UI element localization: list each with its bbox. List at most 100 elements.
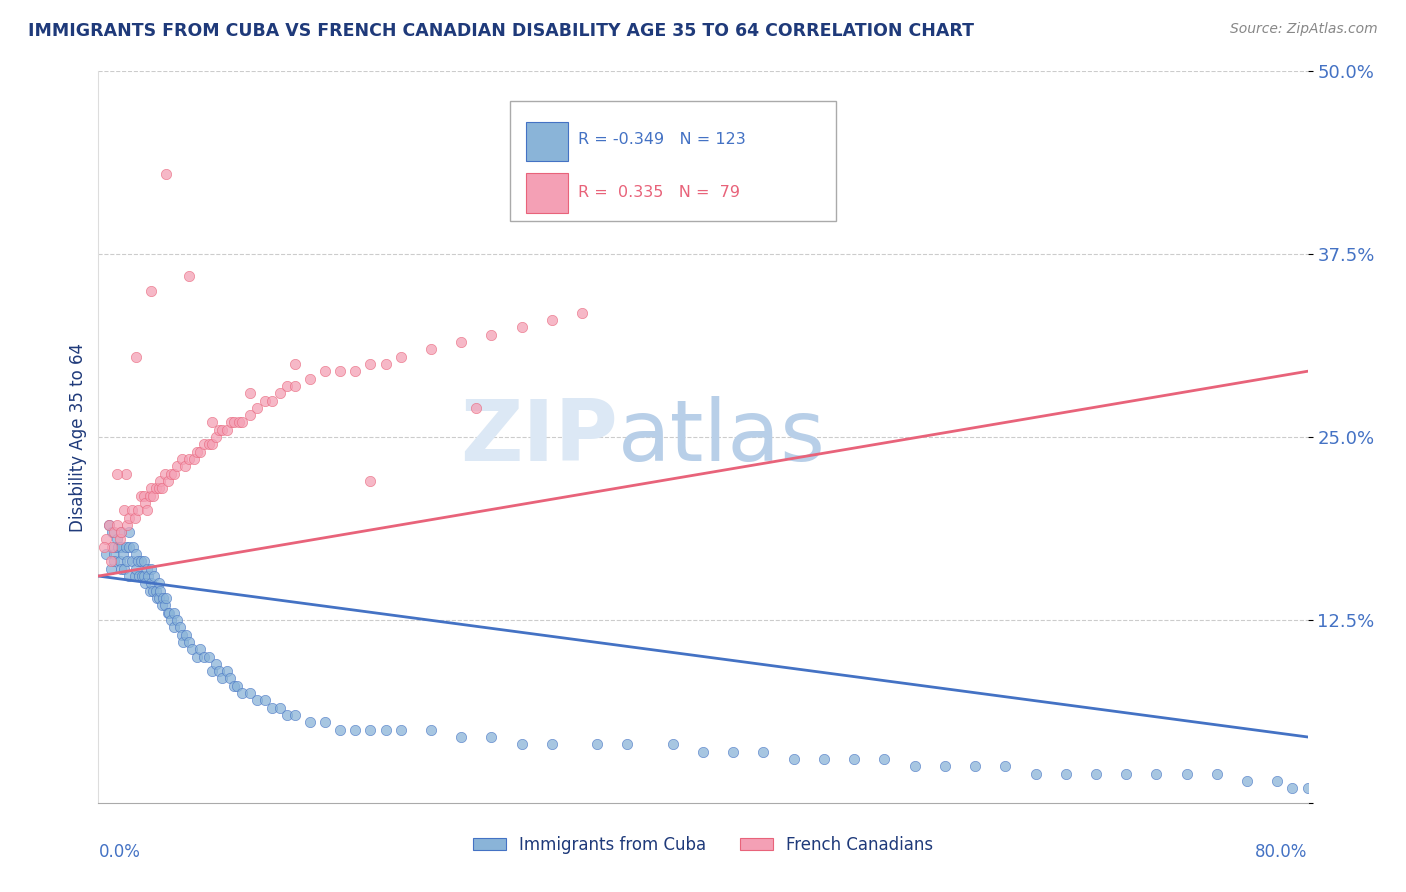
Point xyxy=(219,672,242,686)
Point xyxy=(103,540,125,554)
Point xyxy=(124,510,146,524)
Point xyxy=(540,737,562,751)
Point xyxy=(166,459,188,474)
Point xyxy=(135,503,157,517)
Point xyxy=(344,364,367,378)
Point xyxy=(450,334,472,349)
Point xyxy=(221,416,243,430)
Point xyxy=(107,540,129,554)
Point xyxy=(188,642,211,657)
Point xyxy=(205,657,228,671)
Point xyxy=(141,562,163,576)
Point xyxy=(145,583,167,598)
Point xyxy=(481,327,503,342)
Point xyxy=(132,554,155,568)
Point xyxy=(228,416,250,430)
Point xyxy=(172,635,194,649)
Point xyxy=(118,569,141,583)
Point xyxy=(314,715,336,730)
Point xyxy=(374,357,396,371)
Point xyxy=(125,547,148,561)
Point xyxy=(125,562,148,576)
Point xyxy=(201,664,224,678)
Legend: Immigrants from Cuba, French Canadians: Immigrants from Cuba, French Canadians xyxy=(465,829,941,860)
Point xyxy=(160,467,183,481)
Point xyxy=(132,569,155,583)
Point xyxy=(129,554,152,568)
Point xyxy=(314,364,336,378)
Point xyxy=(142,583,165,598)
Point xyxy=(166,613,188,627)
Point xyxy=(329,364,352,378)
Point xyxy=(115,554,138,568)
Point xyxy=(1024,766,1046,780)
Point xyxy=(110,562,132,576)
Point xyxy=(752,745,775,759)
Point xyxy=(174,627,197,641)
Point xyxy=(208,423,231,437)
Point xyxy=(329,723,352,737)
Point xyxy=(965,759,987,773)
Point xyxy=(150,481,173,495)
Point xyxy=(179,452,201,467)
Point xyxy=(156,606,179,620)
Point xyxy=(783,752,806,766)
Point xyxy=(173,459,195,474)
Point xyxy=(101,525,124,540)
Point xyxy=(481,730,503,744)
Point xyxy=(231,686,253,700)
Point xyxy=(994,759,1017,773)
Point xyxy=(152,591,174,605)
Point xyxy=(114,540,136,554)
Point xyxy=(284,708,307,723)
Point xyxy=(141,481,163,495)
Point xyxy=(134,496,156,510)
Point xyxy=(98,517,121,532)
Point xyxy=(616,737,638,751)
Text: Source: ZipAtlas.com: Source: ZipAtlas.com xyxy=(1230,22,1378,37)
Point xyxy=(101,540,124,554)
Point xyxy=(205,430,228,444)
Point xyxy=(148,576,170,591)
Point xyxy=(156,474,179,488)
Point xyxy=(262,393,284,408)
Point xyxy=(103,525,125,540)
Point xyxy=(93,540,115,554)
Point xyxy=(127,554,149,568)
Point xyxy=(226,679,249,693)
Point xyxy=(360,357,382,371)
Point xyxy=(98,517,121,532)
Point xyxy=(169,620,191,634)
Point xyxy=(125,350,148,364)
Point xyxy=(153,599,176,613)
Point xyxy=(571,306,593,320)
Point xyxy=(374,723,396,737)
Point xyxy=(122,540,145,554)
Point xyxy=(465,401,488,415)
Point xyxy=(149,583,172,598)
Point xyxy=(155,167,177,181)
Point xyxy=(211,423,233,437)
Point xyxy=(170,452,193,467)
Point xyxy=(269,386,291,401)
Point xyxy=(163,606,186,620)
Point xyxy=(1144,766,1167,780)
Point xyxy=(723,745,745,759)
Point xyxy=(110,540,132,554)
Point xyxy=(103,554,125,568)
Point xyxy=(201,416,224,430)
Point xyxy=(111,547,134,561)
Point xyxy=(94,547,117,561)
Point xyxy=(121,554,143,568)
Point xyxy=(193,649,215,664)
Point xyxy=(112,503,135,517)
Point xyxy=(94,533,117,547)
FancyBboxPatch shape xyxy=(526,173,568,212)
Point xyxy=(193,437,215,451)
Point xyxy=(134,576,156,591)
Point xyxy=(110,525,132,540)
Point xyxy=(127,503,149,517)
FancyBboxPatch shape xyxy=(526,122,568,161)
Point xyxy=(215,423,238,437)
Point xyxy=(239,386,262,401)
